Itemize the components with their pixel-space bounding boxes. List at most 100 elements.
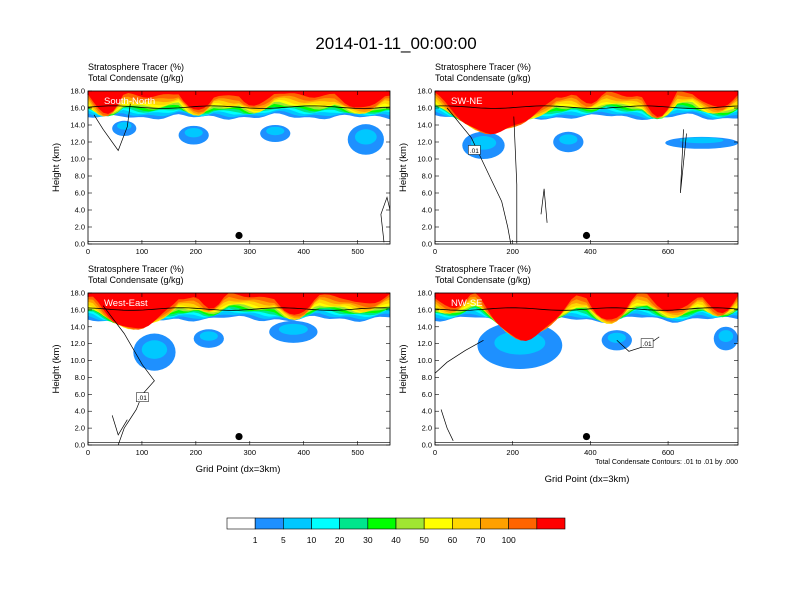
y-tick-label: 6.0 [422,189,432,198]
y-tick-label: 10.0 [417,356,432,365]
colorbar-swatch-11 [536,517,566,530]
condensate-contour-0 [446,107,512,244]
y-tick-label: 18.0 [70,289,85,298]
plot-area: .01 [435,91,738,244]
y-tick-label: 12.0 [70,138,85,147]
condensate-contour-3 [540,188,548,223]
panel-label: West-East [104,298,148,309]
plot-frame [434,90,739,245]
y-tick-label: 12.0 [417,339,432,348]
tracer-band-0 [88,293,390,329]
x-tick-label: 300 [244,247,257,256]
panel-label: SW-NE [451,96,483,107]
panel-label: South-North [104,96,155,107]
x-tick-label: 0 [433,247,437,256]
figure-title: 2014-01-11_00:00:00 [315,34,476,53]
panel-nw-se: .01 NW-SE 0.0 2.0 4.0 6.0 8.0 10.0 12.0 14.0 16.0 1… [398,264,739,457]
y-tick-label: 12.0 [70,339,85,348]
tracer-patch-core-1 [184,127,203,138]
condensate-contour-1 [380,196,390,243]
colorbar-swatch-0 [226,517,256,530]
x-tick-label: 0 [433,448,437,457]
y-tick-label: 16.0 [70,305,85,314]
y-tick-label: 0.0 [422,441,432,450]
y-tick-label: 4.0 [75,407,85,416]
colorbar-label: 10 [307,535,317,545]
plot-frame [434,292,739,446]
tracer-patch-core-1 [199,331,218,341]
colorbar-swatch-6 [395,517,425,530]
y-tick-label: 2.0 [422,223,432,232]
x-tick-label: 500 [351,448,364,457]
y-tick-label: 16.0 [70,104,85,113]
contour-tropopause [435,307,738,311]
y-tick-label: 10.0 [70,356,85,365]
contour-tropopause [88,105,390,109]
plot-area: .01 [88,293,390,445]
contour-note: Total Condensate Contours: .01 to .01 by… [595,459,738,466]
y-tick-label: 0.0 [75,240,85,249]
colorbar-swatch-2 [283,517,312,530]
condensate-contour-2 [680,129,687,194]
location-marker [235,432,243,441]
contour-label: .01 [643,341,652,348]
x-tick-label: 400 [584,247,597,256]
y-tick-label: 8.0 [422,172,432,181]
tracer-patch-core-2 [278,323,308,335]
tracer-patch-core-0 [141,340,168,359]
colorbar-swatch-10 [508,517,538,530]
tracer-band-0 [435,293,738,341]
y-tick-label: 18.0 [417,87,432,96]
tracer-patch-core-3 [354,129,377,145]
contour-label: .01 [470,148,479,155]
subtitle-tracer: Stratosphere Tracer (%) [88,62,184,72]
x-axis-label-right: Grid Point (dx=3km) [545,474,630,485]
y-tick-label: 6.0 [422,390,432,399]
colorbar-label: 1 [253,535,258,545]
tracer-band-0 [88,91,390,114]
x-tick-label: 100 [136,448,149,457]
contour-label-box [640,338,654,348]
tracer-band-0 [435,91,738,135]
y-tick-label: 16.0 [417,305,432,314]
contour-label: .01 [138,395,147,402]
plot-frame [87,90,391,245]
tracer-patch-core-2 [718,330,734,342]
y-tick-label: 6.0 [75,189,85,198]
y-axis-label: Height (km) [51,344,62,393]
y-axis-label: Height (km) [51,143,62,192]
y-tick-label: 0.0 [75,441,85,450]
subtitle-tracer: Stratosphere Tracer (%) [435,264,531,274]
y-tick-label: 18.0 [417,289,432,298]
y-tick-label: 10.0 [70,155,85,164]
condensate-contour-1 [513,116,518,244]
y-tick-label: 16.0 [417,104,432,113]
x-tick-label: 300 [244,448,257,457]
colorbar-label: 5 [281,535,286,545]
x-tick-label: 200 [506,448,519,457]
plot-area [88,91,390,244]
y-tick-label: 2.0 [75,223,85,232]
location-marker [582,231,591,240]
panel-sw-ne: .01 SW-NE 0.0 2.0 4.0 6.0 8.0 10.0 12.0 14.0 16.0 1… [398,62,739,256]
y-tick-label: 0.0 [422,240,432,249]
panel-label: NW-SE [451,298,483,309]
y-tick-label: 14.0 [70,322,85,331]
y-tick-label: 10.0 [417,155,432,164]
colorbar-label: 30 [363,535,373,545]
panel-south-north: South-North 0.0 2.0 4.0 6.0 8.0 10.0 12.0 14.0 16… [51,62,391,256]
condensate-contour-0 [93,103,131,152]
panel-west-east: .01 West-East 0.0 2.0 4.0 6.0 8.0 10.0 12.0 14.0 1… [51,264,391,457]
plot-frame [87,292,391,446]
x-tick-label: 400 [297,247,310,256]
y-tick-label: 4.0 [422,407,432,416]
y-tick-label: 8.0 [75,373,85,382]
subtitle-condensate: Total Condensate (g/kg) [88,73,184,83]
y-tick-label: 8.0 [75,172,85,181]
condensate-contour-0 [435,339,484,374]
colorbar-label: 50 [419,535,429,545]
tracer-patch-core-0 [116,122,132,130]
x-tick-label: 600 [662,448,675,457]
x-tick-label: 400 [297,448,310,457]
